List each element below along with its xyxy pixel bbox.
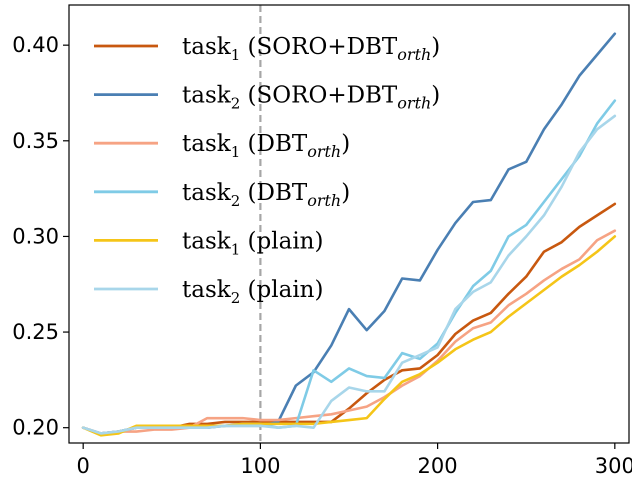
legend: task1 (SORO+DBTorth) task2 (SORO+DBTorth)…	[94, 34, 440, 307]
x-tick-label: 0	[76, 454, 89, 478]
y-tick-label: 0.40	[12, 33, 59, 57]
series-line-3	[81, 229, 617, 435]
x-tick-label: 300	[595, 454, 632, 478]
y-tick-label: 0.30	[12, 224, 59, 248]
y-tick-label: 0.35	[12, 129, 59, 153]
series-line-5	[81, 235, 617, 437]
y-tick-label: 0.25	[12, 320, 59, 344]
x-tick-label: 200	[418, 454, 458, 478]
x-tick-label: 100	[240, 454, 280, 478]
legend-label-4: task2 (DBTorth)	[182, 180, 350, 210]
series-line-6	[81, 114, 617, 435]
x-axis: 0 100 200 300	[76, 443, 632, 478]
y-tick-label: 0.20	[12, 416, 59, 440]
legend-label-1: task1 (SORO+DBTorth)	[182, 34, 440, 64]
legend-label-6: task2 (plain)	[182, 277, 323, 307]
series-layer	[81, 32, 617, 437]
y-axis: 0.20 0.25 0.30 0.35 0.40	[12, 33, 69, 440]
legend-label-5: task1 (plain)	[182, 228, 323, 258]
series-line-1	[81, 202, 617, 435]
plot-area-frame	[68, 4, 630, 444]
legend-label-2: task2 (SORO+DBTorth)	[182, 83, 440, 113]
legend-label-3: task1 (DBTorth)	[182, 131, 350, 161]
